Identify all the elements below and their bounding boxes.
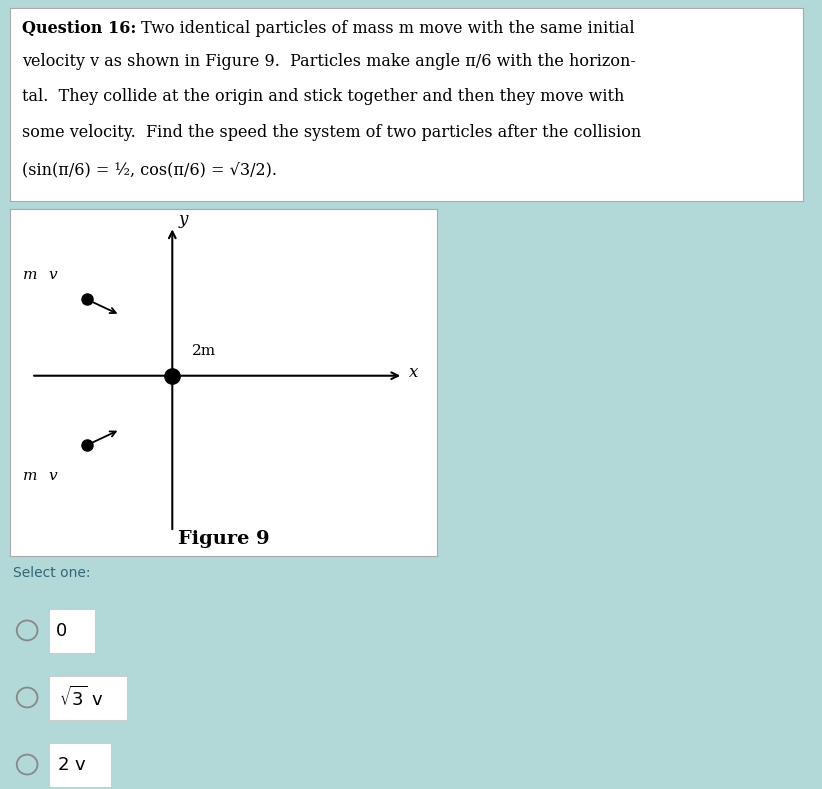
Text: v: v	[48, 469, 57, 483]
Text: Two identical particles of mass m move with the same initial: Two identical particles of mass m move w…	[136, 20, 635, 37]
Text: tal.  They collide at the origin and stick together and then they move with: tal. They collide at the origin and stic…	[21, 88, 624, 105]
Text: m: m	[23, 469, 37, 483]
Text: $2\ \mathrm{v}$: $2\ \mathrm{v}$	[57, 757, 86, 774]
Text: y: y	[178, 211, 187, 228]
Text: $0$: $0$	[55, 623, 67, 640]
Text: m: m	[23, 267, 37, 282]
Text: some velocity.  Find the speed the system of two particles after the collision: some velocity. Find the speed the system…	[21, 125, 641, 141]
Text: 2m: 2m	[192, 345, 215, 358]
Text: Question 16:: Question 16:	[21, 20, 136, 37]
Text: v: v	[48, 267, 57, 282]
Text: Select one:: Select one:	[13, 566, 90, 580]
Text: Figure 9: Figure 9	[178, 530, 270, 548]
Text: velocity v as shown in Figure 9.  Particles make angle π/6 with the horizon-: velocity v as shown in Figure 9. Particl…	[21, 53, 635, 70]
Text: $\sqrt{3}\ \mathrm{v}$: $\sqrt{3}\ \mathrm{v}$	[58, 686, 103, 710]
Text: (sin(π/6) = ½, cos(π/6) = √3/2).: (sin(π/6) = ½, cos(π/6) = √3/2).	[21, 161, 277, 178]
Text: x: x	[409, 364, 418, 381]
